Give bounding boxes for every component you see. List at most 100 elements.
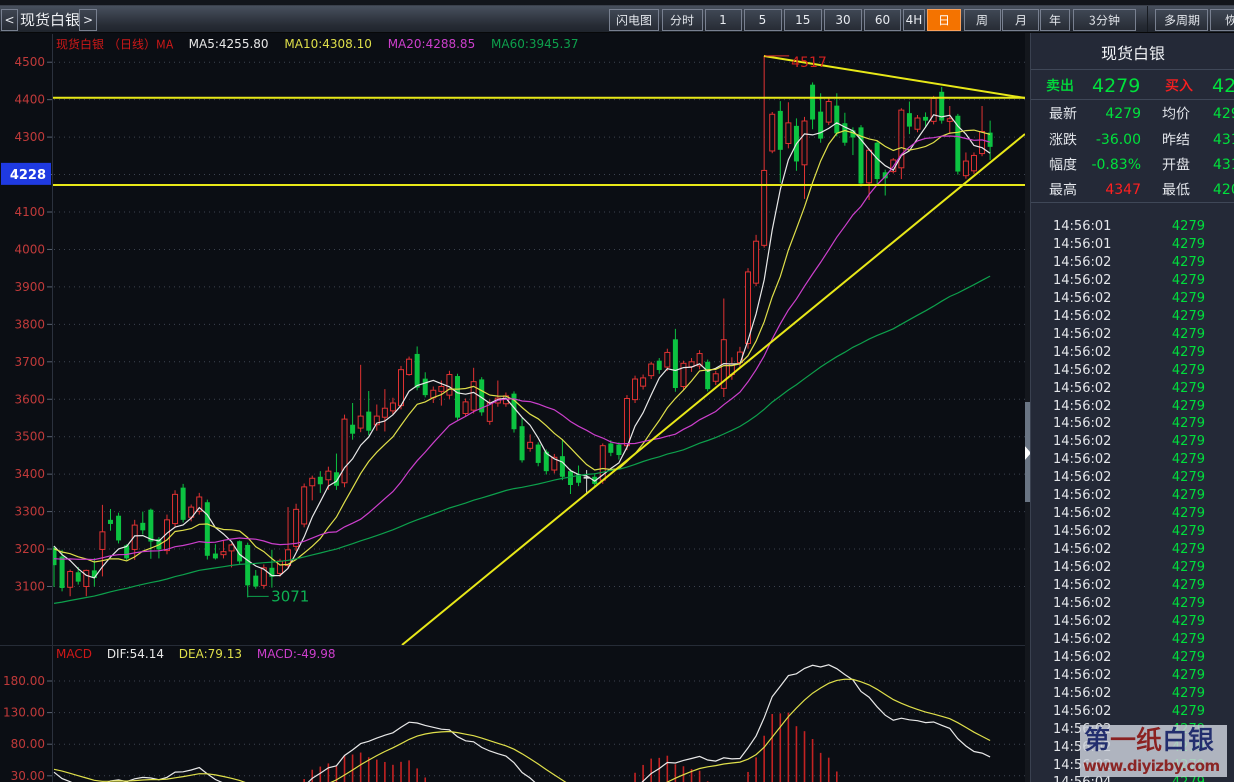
info-label-最低: [1162, 182, 1190, 198]
collapse-arrow-icon: [1024, 445, 1031, 461]
period-button-闪电图[interactable]: [609, 9, 659, 31]
next-symbol-button[interactable]: >: [79, 9, 97, 31]
macd-dif: DIF:54.14: [106, 647, 164, 661]
info-value-均价: 4295: [1213, 106, 1234, 122]
watermark-url: www.diyizby.com: [1083, 757, 1220, 775]
svg-text:30.00: 30.00: [11, 769, 45, 782]
svg-text:3800: 3800: [14, 317, 45, 331]
info-label-最高: [1049, 182, 1077, 198]
prev-symbol-button[interactable]: <: [1, 9, 18, 31]
period-button-5[interactable]: 5: [743, 9, 782, 31]
legend-ma60: MA60:3945.37: [491, 37, 579, 51]
info-value-最高: 4347: [1105, 181, 1141, 198]
info-value-最低: 4203: [1213, 181, 1234, 198]
svg-text:3071: 3071: [271, 587, 309, 605]
info-label-开盘: [1162, 157, 1190, 173]
macd-legend: MACD DIF:54.14 DEA:79.13 MACD:-49.98: [56, 647, 347, 661]
main-pane-layer: 4517 3071: [53, 55, 1025, 645]
info-value-最新: 4279: [1105, 106, 1141, 122]
info-label-最新: [1049, 106, 1077, 122]
toolbar-symbol-title: [20, 7, 80, 31]
svg-text:4228: 4228: [10, 168, 46, 183]
splitter-handle[interactable]: [1024, 402, 1031, 502]
time-sales-list[interactable]: 14:56:01 4279 14:56:01 4279 14:56:02 4279 14:5…: [1031, 218, 1234, 782]
svg-text:3500: 3500: [14, 430, 45, 444]
period-button-日[interactable]: [927, 9, 961, 31]
period-button-60[interactable]: 60: [864, 9, 901, 31]
svg-text:180.00: 180.00: [3, 674, 45, 688]
ma-legend: MA5:4255.80 MA10:4308.10 MA20:4288.85 MA…: [56, 37, 591, 51]
buy-label: [1165, 78, 1193, 94]
info-label-昨结: [1162, 132, 1190, 148]
macd-pane-layer: [53, 664, 991, 782]
panel-splitter[interactable]: [1024, 33, 1031, 782]
quote-info-grid: 4279 4295 -36.00 4315 -0.83% 4310 4347 4203: [1031, 33, 1234, 213]
sell-price: 4279: [1092, 75, 1141, 97]
tool-button-多周期[interactable]: [1155, 9, 1208, 31]
info-label-幅度: [1049, 157, 1077, 173]
period-button-3分钟[interactable]: [1073, 9, 1136, 31]
macd-dea: DEA:79.13: [178, 647, 243, 661]
tool-button-恢复[interactable]: [1210, 9, 1234, 31]
trade-row: 14:56:01 4279: [1053, 236, 1205, 252]
info-label-涨跌: [1049, 132, 1077, 148]
trade-row: 14:56:044279: [1031, 775, 1234, 782]
svg-text:3600: 3600: [14, 392, 45, 406]
watermark: www.diyizby.com: [1080, 725, 1227, 777]
sell-label: [1046, 78, 1074, 94]
macd-value: MACD:-49.98: [256, 647, 336, 661]
period-button-分时[interactable]: [661, 9, 703, 31]
svg-text:3100: 3100: [14, 580, 45, 594]
svg-text:4500: 4500: [14, 55, 45, 69]
period-button-1[interactable]: 1: [704, 9, 742, 31]
period-button-4H[interactable]: 4H: [903, 9, 925, 31]
toolbar: < > 1 5 15 30 60 4H: [0, 0, 1234, 33]
axis-and-gridlines: 4500 4400 4300 4100 4000 3900 3800 3700 3600 3500…: [3, 55, 1025, 782]
svg-text:3200: 3200: [14, 542, 45, 556]
legend-instrument: [56, 37, 173, 51]
legend-ma10: MA10:4308.10: [284, 37, 372, 51]
chart-area[interactable]: 4500 4400 4300 4100 4000 3900 3800 3700 3600 3500…: [0, 33, 1025, 782]
svg-text:130.00: 130.00: [3, 706, 45, 720]
svg-text:4400: 4400: [14, 93, 45, 107]
period-button-周[interactable]: [963, 9, 1001, 31]
svg-text:3300: 3300: [14, 505, 45, 519]
svg-text:3400: 3400: [14, 467, 45, 481]
price-marker-badge: 4228: [1, 162, 51, 185]
info-label-均价: [1162, 106, 1190, 122]
macd-name: MACD: [56, 647, 92, 661]
period-button-月[interactable]: [1002, 9, 1039, 31]
info-value-涨跌: -36.00: [1095, 131, 1141, 148]
legend-ma5: MA5:4255.80: [188, 37, 269, 51]
svg-text:80.00: 80.00: [11, 737, 45, 751]
svg-text:4517: 4517: [791, 55, 827, 71]
period-button-15[interactable]: 15: [783, 9, 822, 31]
period-button-30[interactable]: 30: [824, 9, 862, 31]
period-button-年[interactable]: [1040, 9, 1070, 31]
quote-panel-title: [1031, 44, 1234, 63]
info-value-昨结: 4315: [1213, 131, 1234, 148]
svg-text:4300: 4300: [14, 130, 45, 144]
svg-text:3900: 3900: [14, 280, 45, 294]
